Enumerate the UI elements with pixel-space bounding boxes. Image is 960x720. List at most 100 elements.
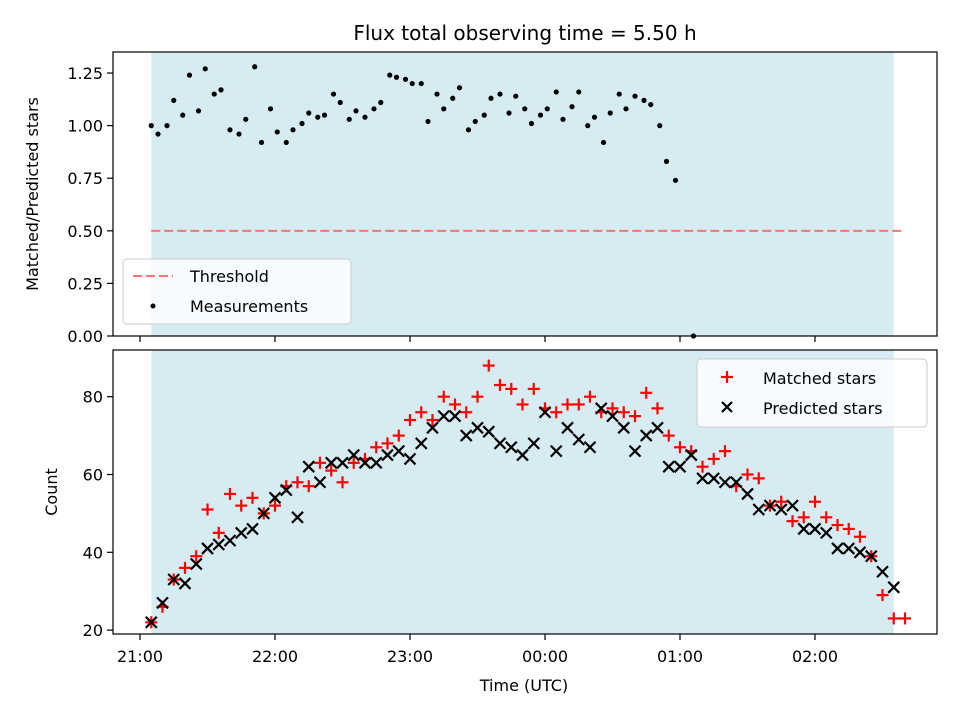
measurement-point	[180, 112, 186, 118]
matched-star-point	[404, 414, 416, 427]
measurement-point	[321, 112, 328, 118]
measurement-point	[481, 112, 487, 118]
matched-star-point	[415, 406, 428, 419]
predicted-star-point	[606, 409, 619, 423]
bottom-xtick-label: 21:00	[117, 647, 163, 666]
top-ytick-label: 1.00	[67, 117, 103, 136]
measurement-point	[346, 116, 352, 122]
matched-star-point	[876, 589, 889, 602]
threshold-legend-label: Threshold	[189, 267, 269, 286]
matched-star-point	[336, 476, 349, 489]
bottom-xtick-label: 23:00	[387, 647, 433, 666]
measurement-point	[537, 112, 544, 118]
bottom-ytick-label: 60	[83, 465, 103, 484]
measurement-point	[434, 91, 440, 97]
matched-star-point	[314, 456, 326, 469]
measurement-point	[497, 91, 503, 97]
bottom-ytick-label: 40	[83, 543, 103, 562]
bottom-x-axis-ticks: 21:00 22:00 23:00 00:00 01:00 02:00	[117, 634, 838, 666]
matched-star-point	[550, 406, 563, 419]
measurement-point	[211, 91, 217, 97]
matched-star-point	[347, 456, 360, 469]
predicted-star-point	[628, 444, 642, 458]
matched-star-point	[426, 414, 439, 427]
matched-star-point	[640, 386, 653, 399]
measurement-point	[657, 123, 663, 129]
predicted-stars-points	[144, 402, 901, 629]
predicted-star-point	[786, 499, 799, 512]
predicted-star-point	[144, 616, 158, 629]
measurement-point	[488, 95, 494, 101]
predicted-star-point	[291, 511, 304, 524]
measurement-point	[353, 108, 359, 114]
measurement-point	[544, 106, 550, 112]
predicted-star-point	[797, 522, 811, 536]
measurement-point	[672, 177, 679, 183]
measurement-point	[218, 87, 224, 93]
matched-star-point	[741, 468, 754, 481]
matched-star-point	[831, 519, 844, 532]
predicted-star-point	[167, 573, 181, 586]
measurement-point	[236, 131, 242, 137]
measurement-point	[306, 110, 312, 116]
measurement-point	[576, 89, 582, 95]
predicted-star-point	[763, 499, 777, 512]
bottom-ytick-label: 20	[83, 621, 103, 640]
predicted-star-point	[583, 440, 597, 454]
top-y-axis-ticks: 0.00 0.25 0.50 0.75 1.00 1.25	[67, 64, 113, 346]
x-axis-label: Time (UTC)	[479, 676, 568, 695]
predicted-star-point	[471, 421, 484, 435]
matched-star-point	[561, 398, 574, 411]
predicted-star-point	[504, 440, 518, 454]
measurement-point	[330, 91, 337, 97]
top-x-axis-ticks	[139, 336, 816, 342]
matched-star-point	[617, 406, 630, 419]
measurement-point	[465, 127, 472, 133]
top-ytick-label: 0.75	[67, 169, 103, 188]
matched-star-point	[786, 515, 799, 528]
predicted-star-point	[842, 542, 856, 555]
matched-star-point	[606, 402, 619, 415]
matched-star-point	[505, 382, 518, 395]
predicted-stars-legend-label: Predicted stars	[763, 399, 883, 418]
predicted-star-point	[887, 581, 901, 594]
matched-star-point	[471, 390, 484, 403]
predicted-star-point	[257, 507, 271, 520]
predicted-star-point	[696, 472, 709, 485]
measurement-point	[195, 108, 202, 114]
predicted-star-point	[493, 437, 507, 450]
predicted-star-point	[617, 421, 631, 435]
measurement-point	[585, 123, 591, 129]
measurement-point	[252, 64, 258, 70]
predicted-star-point	[369, 456, 383, 470]
bottom-xtick-label: 02:00	[792, 647, 838, 666]
measurement-point	[387, 72, 393, 78]
measurement-point	[202, 66, 208, 72]
bottom-legend: Matched stars Predicted stars	[696, 358, 928, 428]
measurement-point	[663, 158, 670, 164]
predicted-star-point	[831, 542, 844, 555]
measurement-point	[506, 110, 512, 116]
bottom-xtick-label: 22:00	[252, 647, 298, 666]
predicted-star-point	[437, 409, 451, 423]
matched-star-point	[629, 410, 641, 423]
measurement-point	[186, 72, 193, 78]
predicted-star-point	[336, 456, 349, 470]
measurement-point	[560, 116, 566, 122]
bottom-axes-frame	[112, 349, 938, 635]
bottom-xtick-label: 01:00	[657, 647, 703, 666]
predicted-star-point	[707, 472, 721, 485]
matched-star-point	[775, 495, 788, 508]
top-ytick-label: 0.25	[67, 274, 103, 293]
predicted-star-point	[201, 542, 214, 555]
predicted-star-point	[392, 444, 406, 458]
matched-star-point	[302, 480, 315, 493]
predicted-star-point	[853, 546, 867, 559]
measurement-point	[409, 80, 415, 87]
matched-star-point	[246, 491, 259, 504]
predicted-star-point	[594, 402, 608, 415]
top-panel: Flux total observing time = 5.50 h 0.000…	[23, 21, 938, 346]
predicted-star-point	[178, 577, 192, 590]
matched-star-point	[494, 379, 506, 392]
